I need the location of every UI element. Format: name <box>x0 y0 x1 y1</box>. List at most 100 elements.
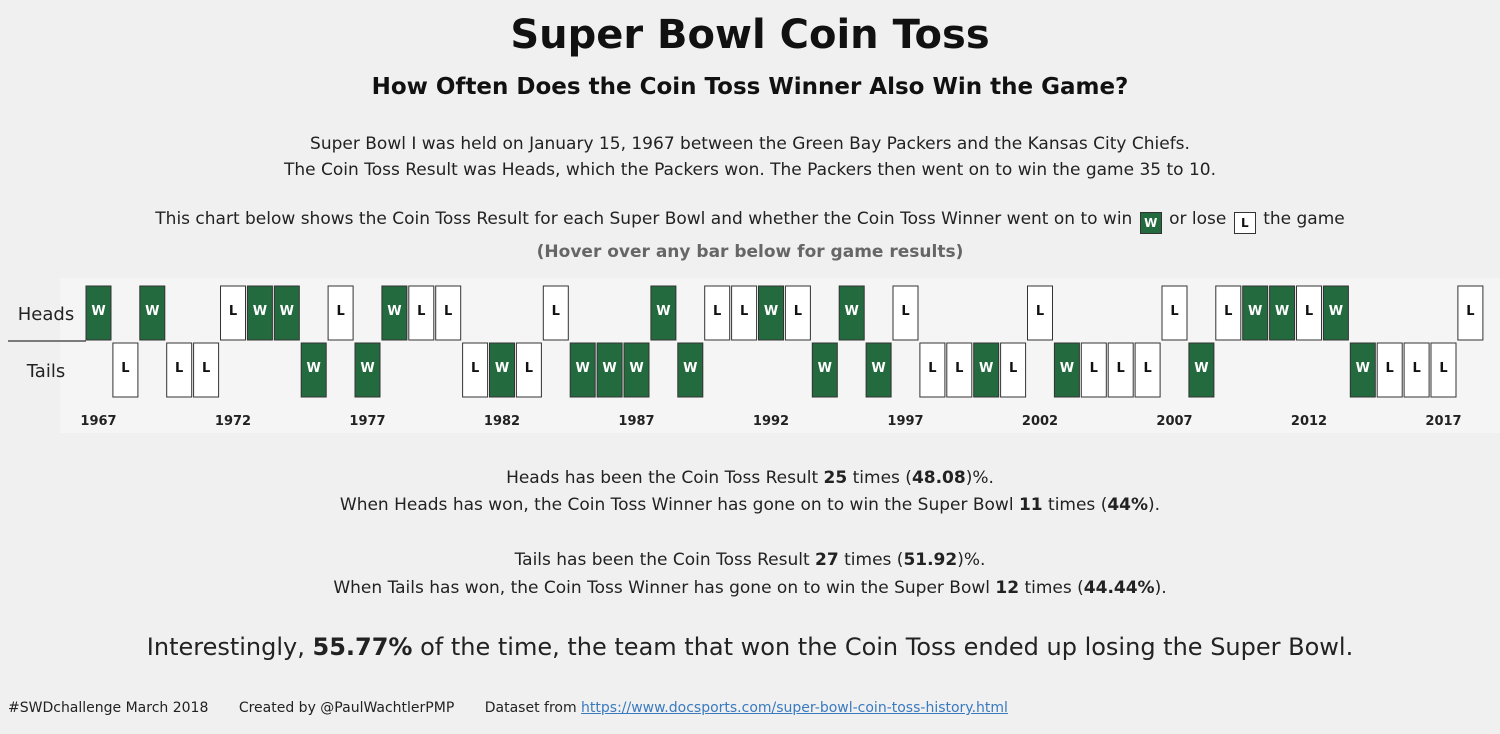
cell-1972: L <box>220 285 246 341</box>
cell-label-1992: W <box>764 304 778 319</box>
cell-box-1970 <box>166 342 193 398</box>
lose-key-badge: L <box>1233 212 1256 234</box>
cell-box-2006 <box>1134 342 1161 398</box>
cell-label-2012: L <box>1305 304 1313 319</box>
coin-toss-chart: Heads Tails W L W L L L W W W L W W L L L W L L W W W W W L L W L W W W… <box>0 278 1500 438</box>
cell-box-2014 <box>1349 342 1376 398</box>
cell-label-2015: L <box>1386 361 1394 376</box>
cell-box-2017 <box>1430 342 1457 398</box>
row-label-heads: Heads <box>18 304 74 325</box>
cell-2003: W <box>1053 342 1080 398</box>
tails-stat-text-a: Tails has been the Coin Toss Result <box>514 550 816 570</box>
cell-box-1994 <box>811 342 838 398</box>
cell-box-1985 <box>569 342 596 398</box>
cell-box-1993 <box>784 285 811 341</box>
cell-box-2012 <box>1296 285 1322 341</box>
x-tick-2017: 2017 <box>1425 414 1461 429</box>
cell-1996: W <box>865 342 892 398</box>
cell-label-1983: L <box>525 361 533 376</box>
cell-label-1990: L <box>713 304 721 319</box>
footer-dataset-label: Dataset from <box>484 700 582 716</box>
cell-1988: W <box>650 285 677 341</box>
cell-label-1971: L <box>202 361 210 376</box>
cell-box-1984 <box>542 285 569 341</box>
cell-box-1997 <box>892 285 919 341</box>
cell-box-2016 <box>1403 342 1430 398</box>
cell-label-1996: W <box>871 361 885 376</box>
cell-label-2017: L <box>1439 361 1447 376</box>
cell-label-1980: L <box>444 304 452 319</box>
cell-2017: L <box>1430 342 1457 398</box>
win-key-badge: W <box>1139 212 1162 234</box>
cell-box-2018 <box>1457 285 1484 341</box>
cell-1994: W <box>811 342 838 398</box>
cell-box-1976 <box>327 285 354 341</box>
x-tick-1977: 1977 <box>349 414 385 429</box>
cell-1980: L <box>435 285 462 341</box>
cell-box-2007 <box>1161 285 1188 341</box>
cell-1974: W <box>273 285 300 341</box>
footer: #SWDchallenge March 2018 Created by @Pau… <box>8 700 1008 716</box>
tails-win-count: 12 <box>995 578 1020 598</box>
cell-box-1992 <box>758 285 784 341</box>
x-tick-1992: 1992 <box>753 414 789 429</box>
cell-box-1983 <box>515 342 542 398</box>
conclusion-text-b: of the time, the team that won the Coin … <box>412 633 1354 661</box>
cell-1976: L <box>327 285 354 341</box>
explain-text-middle: or lose <box>1169 209 1227 229</box>
cell-box-1977 <box>354 342 381 398</box>
tails-stat-text-c: )%. <box>957 550 986 570</box>
cell-label-2001: L <box>1009 361 1017 376</box>
cell-label-1977: W <box>360 361 374 376</box>
dataset-link[interactable]: https://www.docsports.com/super-bowl-coi… <box>581 700 1008 716</box>
cell-label-1993: L <box>794 304 802 319</box>
x-tick-1997: 1997 <box>887 414 923 429</box>
x-tick-2007: 2007 <box>1156 414 1192 429</box>
cell-1990: L <box>704 285 731 341</box>
cell-box-1987 <box>623 342 650 398</box>
cell-label-2009: L <box>1224 304 1232 319</box>
cell-box-2015 <box>1376 342 1403 398</box>
cell-box-1998 <box>919 342 946 398</box>
cell-label-1999: L <box>955 361 963 376</box>
explain-text-before: This chart below shows the Coin Toss Res… <box>155 209 1133 229</box>
cell-box-1978 <box>381 285 408 341</box>
cell-box-1982 <box>489 342 515 398</box>
cell-label-2010: W <box>1248 304 1262 319</box>
cell-box-1967 <box>85 285 112 341</box>
cell-box-1986 <box>596 342 623 398</box>
cell-box-1979 <box>408 285 435 341</box>
tails-win-text-a: When Tails has won, the Coin Toss Winner… <box>333 578 996 598</box>
cell-box-2011 <box>1269 285 1296 341</box>
cell-label-2004: L <box>1090 361 1098 376</box>
heads-count: 25 <box>823 468 848 488</box>
cell-1967: W <box>85 285 112 341</box>
cell-label-1984: L <box>552 304 560 319</box>
cell-2002: L <box>1027 285 1053 341</box>
cell-box-2009 <box>1215 285 1242 341</box>
heads-win-text-b: times ( <box>1042 495 1108 515</box>
cell-1970: L <box>166 342 193 398</box>
x-tick-2002: 2002 <box>1022 414 1058 429</box>
tails-win-pct: 44.44% <box>1083 578 1155 598</box>
tails-win-text-c: ). <box>1154 578 1167 598</box>
cell-label-1970: L <box>175 361 183 376</box>
cell-1999: L <box>946 342 973 398</box>
cell-box-1991 <box>731 285 758 341</box>
tails-pct: 51.92 <box>903 550 958 570</box>
page-title: Super Bowl Coin Toss <box>510 12 990 58</box>
cell-box-1981 <box>462 342 489 398</box>
cell-1982: W <box>489 342 515 398</box>
cell-2010: W <box>1242 285 1269 341</box>
cell-label-2002: L <box>1036 304 1044 319</box>
cell-box-2010 <box>1242 285 1269 341</box>
cell-1997: L <box>892 285 919 341</box>
cell-2012: L <box>1296 285 1322 341</box>
cell-box-1996 <box>865 342 892 398</box>
heads-stat-text-a: Heads has been the Coin Toss Result <box>506 468 824 488</box>
cell-label-1991: L <box>740 304 748 319</box>
cell-1968: L <box>112 342 139 398</box>
cell-2018: L <box>1457 285 1484 341</box>
cell-box-1990 <box>704 285 731 341</box>
